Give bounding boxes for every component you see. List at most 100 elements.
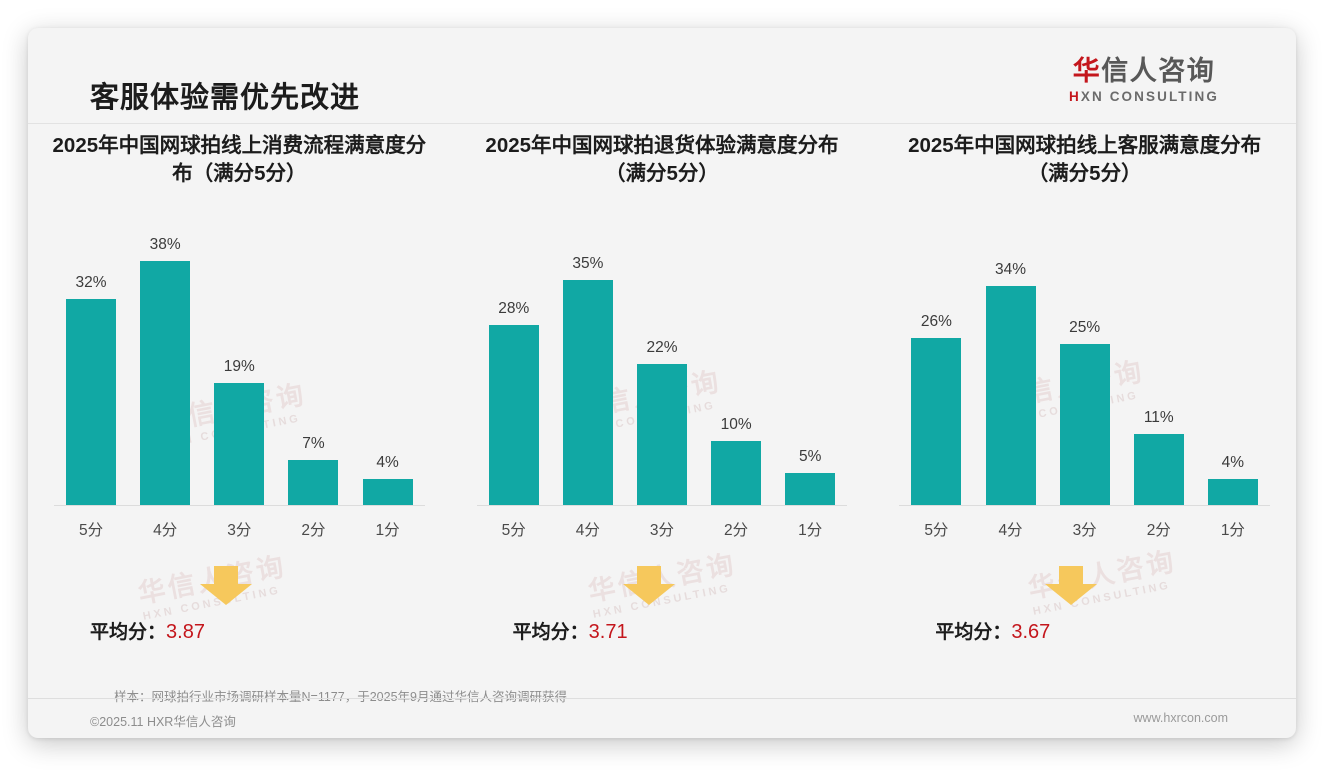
bar-slot: 10% xyxy=(699,235,773,505)
category-labels: 5分 4分 3分 2分 1分 xyxy=(54,506,425,540)
average-line: 平均分：3.71 xyxy=(513,617,860,644)
logo-chinese: 华信人咨询 xyxy=(1044,56,1244,86)
x-axis-line xyxy=(476,505,848,506)
slide-header: 客服体验需优先改进 华信人咨询 HXN CONSULTING xyxy=(28,28,1296,124)
bar-slot: 35% xyxy=(551,235,625,505)
bar xyxy=(911,337,962,505)
average-block: 平均分：3.67 xyxy=(887,566,1282,644)
bar xyxy=(362,479,413,505)
bar-value-label: 32% xyxy=(75,274,107,292)
bar-slot: 26% xyxy=(899,235,973,505)
bar xyxy=(1207,479,1258,505)
category-label: 5分 xyxy=(924,522,949,539)
bar-slot: 22% xyxy=(625,235,699,505)
bar-slot: 5% xyxy=(773,235,847,505)
logo-english-rest: XN CONSULTING xyxy=(1080,89,1219,105)
chart-title: 2025年中国网球拍线上客服满意度分布（满分5分） xyxy=(908,134,1262,186)
bar-value-label: 25% xyxy=(1069,319,1101,337)
bar xyxy=(785,472,836,505)
category-label: 2分 xyxy=(724,522,749,539)
bar-value-label: 4% xyxy=(376,454,399,472)
bar-value-label: 34% xyxy=(994,261,1027,279)
website-text: www.hxrcon.com xyxy=(1133,711,1228,725)
footnote: 样本：网球拍行业市场调研样本量N=1177，于2025年9月通过华信人咨询调研获… xyxy=(114,690,567,704)
bar-slot: 4% xyxy=(351,235,425,505)
logo-english: HXN CONSULTING xyxy=(1044,89,1244,104)
chart-plot: 28% 35% 22% 10% 5% 5分 4分 3分 2分 1分 xyxy=(465,235,860,539)
bar-value-label: 26% xyxy=(920,312,952,330)
average-value: 3.67 xyxy=(1011,621,1051,643)
bar-value-label: 5% xyxy=(799,447,822,465)
chart-panel-2: 2025年中国网球拍线上客服满意度分布（满分5分） 26% 34% 25% 11% 4%… xyxy=(873,132,1296,644)
copyright-text: ©2025.11 HXR华信人咨询 xyxy=(90,715,236,729)
category-label: 3分 xyxy=(227,522,252,539)
bar-value-label: 19% xyxy=(223,357,255,375)
bar-slot: 7% xyxy=(276,235,350,505)
bar-slot: 11% xyxy=(1122,235,1196,505)
bar xyxy=(488,325,539,505)
bar xyxy=(711,440,762,505)
chart-panel-1: 2025年中国网球拍退货体验满意度分布（满分5分） 28% 35% 22% 10% 5%… xyxy=(451,132,874,644)
average-label: 平均分： xyxy=(90,622,167,643)
bar-slot: 28% xyxy=(477,235,551,505)
average-value: 3.87 xyxy=(166,621,205,643)
bar xyxy=(140,260,191,505)
average-line: 平均分：3.67 xyxy=(935,617,1282,644)
bar xyxy=(214,382,265,505)
bar-value-label: 28% xyxy=(498,300,530,317)
category-label: 1分 xyxy=(1220,522,1245,539)
bar-slot: 38% xyxy=(128,235,202,505)
logo-chinese-rest: 信人咨询 xyxy=(1101,56,1216,86)
bar-group: 32% 38% 19% 7% 4% xyxy=(54,235,425,505)
category-label: 1分 xyxy=(798,522,823,539)
average-label: 平均分： xyxy=(935,622,1012,643)
bar-value-label: 4% xyxy=(1221,454,1245,472)
category-label: 3分 xyxy=(1072,522,1097,539)
average-line: 平均分：3.87 xyxy=(90,617,437,644)
category-label: 5分 xyxy=(79,522,104,539)
bar-group: 28% 35% 22% 10% 5% xyxy=(477,235,848,505)
bar-value-label: 11% xyxy=(1143,409,1174,427)
bar-group: 26% 34% 25% 11% 4% xyxy=(899,235,1270,505)
logo-chinese-red: 华 xyxy=(1072,56,1102,86)
charts-row: 2025年中国网球拍线上消费流程满意度分布（满分5分） 32% 38% 19% 7% 4… xyxy=(28,132,1296,644)
bar xyxy=(1059,344,1110,505)
chart-title: 2025年中国网球拍线上消费流程满意度分布（满分5分） xyxy=(52,134,427,186)
bar-slot: 25% xyxy=(1048,235,1122,505)
page-title: 客服体验需优先改进 xyxy=(90,82,361,114)
average-value: 3.71 xyxy=(588,621,628,643)
bar-slot: 32% xyxy=(54,235,128,505)
x-axis-line xyxy=(54,505,425,506)
average-block: 平均分：3.71 xyxy=(465,566,860,644)
down-arrow-icon xyxy=(622,566,675,605)
category-label: 2分 xyxy=(301,522,326,539)
category-labels: 5分 4分 3分 2分 1分 xyxy=(899,506,1270,540)
bar-value-label: 10% xyxy=(720,415,752,433)
slide-card: 客服体验需优先改进 华信人咨询 HXN CONSULTING 华信人咨询 HXN… xyxy=(28,28,1296,738)
chart-plot: 32% 38% 19% 7% 4% 5分 4分 3分 2分 1分 xyxy=(42,235,437,539)
category-label: 4分 xyxy=(998,522,1023,539)
category-label: 5分 xyxy=(501,522,526,539)
chart-title: 2025年中国网球拍退货体验满意度分布（满分5分） xyxy=(485,134,839,186)
bar xyxy=(288,460,339,505)
category-labels: 5分 4分 3分 2分 1分 xyxy=(477,506,848,540)
category-label: 3分 xyxy=(649,522,675,539)
chart-plot: 26% 34% 25% 11% 4% 5分 4分 3分 2分 1分 xyxy=(887,235,1282,539)
bar-value-label: 35% xyxy=(572,255,604,272)
bar xyxy=(562,280,613,505)
category-label: 1分 xyxy=(375,522,400,539)
logo-english-red: H xyxy=(1069,89,1081,105)
bar xyxy=(66,299,117,505)
x-axis-line xyxy=(899,505,1270,506)
bar-slot: 4% xyxy=(1196,235,1270,505)
bar-slot: 19% xyxy=(202,235,276,505)
bar-slot: 34% xyxy=(973,235,1047,505)
bar xyxy=(1133,434,1184,505)
category-label: 4分 xyxy=(153,522,178,539)
category-label: 2分 xyxy=(1146,522,1171,539)
bar xyxy=(636,363,687,505)
category-label: 4分 xyxy=(575,522,600,539)
bar-value-label: 22% xyxy=(646,338,678,356)
down-arrow-icon xyxy=(1045,566,1098,605)
bar-value-label: 7% xyxy=(302,435,325,452)
